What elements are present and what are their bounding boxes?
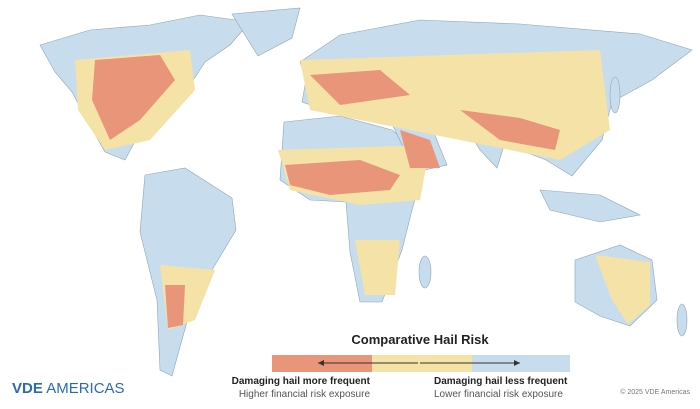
logo-name: AMERICAS — [46, 380, 124, 397]
legend-left-subheading: Higher financial risk exposure — [239, 389, 371, 400]
world-map — [39, 7, 693, 377]
risk-zone — [310, 70, 410, 105]
greenland — [231, 7, 301, 57]
legend-right-heading: Damaging hail less frequent — [434, 376, 568, 387]
copyright: © 2025 VDE Americas — [620, 388, 690, 396]
logo: VDE AMERICAS — [12, 380, 125, 397]
legend-low — [472, 355, 570, 372]
risk-zone — [400, 130, 440, 168]
risk-zone — [355, 240, 400, 295]
legend-right-subheading: Lower financial risk exposure — [434, 389, 563, 400]
arrow-head — [514, 360, 520, 366]
legend-bar — [272, 355, 570, 372]
southeast-asia-islands — [539, 189, 641, 223]
madagascar — [418, 255, 432, 289]
risk-zone — [92, 55, 175, 140]
risk-zone — [595, 255, 650, 324]
legend-title: Comparative Hail Risk — [351, 332, 489, 347]
japan — [609, 76, 621, 114]
arrow-head — [318, 360, 324, 366]
logo-brand: VDE — [12, 380, 43, 397]
new-zealand — [676, 303, 688, 337]
risk-zone — [460, 110, 560, 150]
legend-left-heading: Damaging hail more frequent — [232, 376, 371, 387]
risk-zone — [285, 160, 400, 195]
risk-zone — [165, 285, 185, 328]
